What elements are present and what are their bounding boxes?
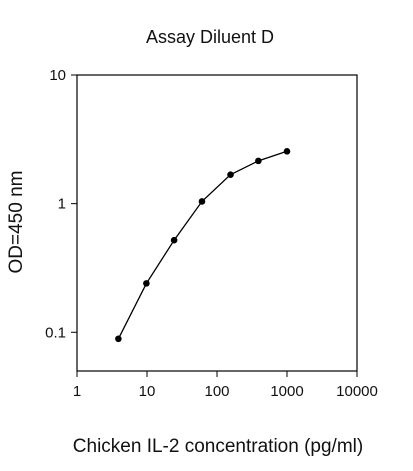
data-point	[198, 198, 206, 205]
data-point	[255, 157, 262, 165]
y-tick-label: 1	[58, 196, 66, 213]
x-tick-label: 100	[204, 383, 229, 400]
data-point	[170, 236, 178, 244]
x-tick-label: 1	[73, 383, 81, 400]
y-tick-label: 0.1	[45, 324, 66, 341]
x-tick-label: 10	[139, 383, 156, 400]
x-axis-label: Chicken IL-2 concentration (pg/ml)	[73, 436, 363, 457]
data-point	[143, 280, 150, 287]
series-line	[117, 150, 288, 340]
x-tick-label: 1000	[270, 383, 303, 400]
y-axis: 0.1 1 10	[45, 67, 77, 341]
plot-frame	[76, 74, 358, 372]
data-point	[227, 171, 234, 178]
y-axis-label: OD=450 nm	[6, 171, 27, 274]
data-point	[283, 148, 291, 155]
x-axis: 1 10 100 1000 10000	[73, 371, 378, 400]
data-point	[115, 335, 122, 343]
x-tick-label: 10000	[336, 383, 378, 400]
y-tick-label: 10	[49, 67, 66, 84]
chart-title: Assay Diluent D	[146, 27, 274, 47]
series-layer	[115, 148, 291, 343]
